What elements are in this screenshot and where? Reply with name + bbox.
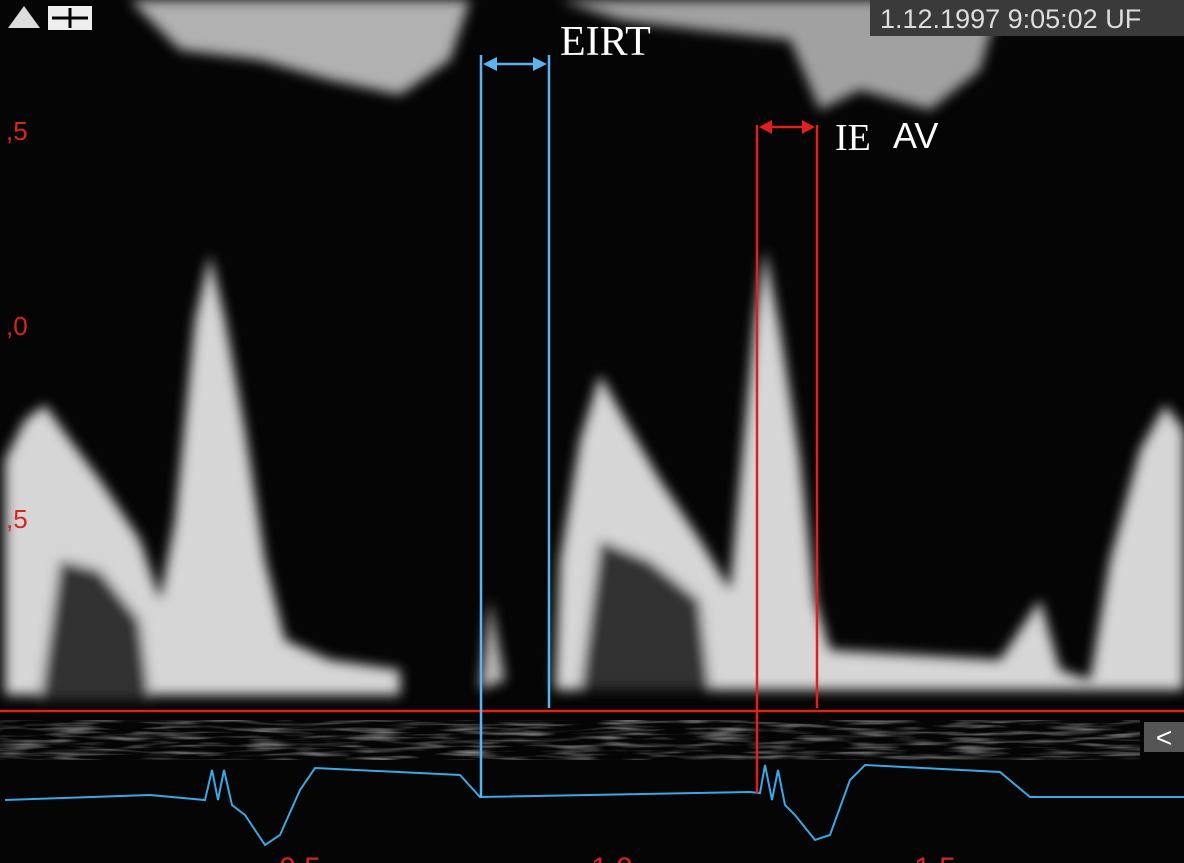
timestamp: 1.12.1997 9:05:02 UF <box>880 4 1141 34</box>
ie-label: IE <box>835 117 871 159</box>
icon-triangle <box>8 6 40 28</box>
noise-band <box>0 720 1140 760</box>
eirt-arrowheads <box>483 57 547 71</box>
doppler-waveform <box>5 250 1184 700</box>
icon-move-cross <box>52 8 88 28</box>
scroll-button[interactable] <box>1144 722 1184 752</box>
time-label: 1,0 <box>591 852 633 863</box>
velocity-label: ,5 <box>6 116 28 146</box>
ecg-trace <box>4 763 1184 847</box>
scroll-button-label[interactable]: < <box>1156 722 1172 753</box>
ie-av-marker <box>755 125 819 793</box>
velocity-label: ,0 <box>6 311 28 341</box>
velocity-label: ,5 <box>6 504 28 534</box>
eirt-label: EIRT <box>560 19 651 65</box>
ie-av-arrowheads <box>759 120 815 134</box>
time-label: 0,5 <box>279 852 321 863</box>
time-label: 1,5 <box>914 852 956 863</box>
eirt-marker <box>479 55 551 797</box>
av-label: AV <box>893 115 938 156</box>
timestamp-box <box>870 0 1184 36</box>
